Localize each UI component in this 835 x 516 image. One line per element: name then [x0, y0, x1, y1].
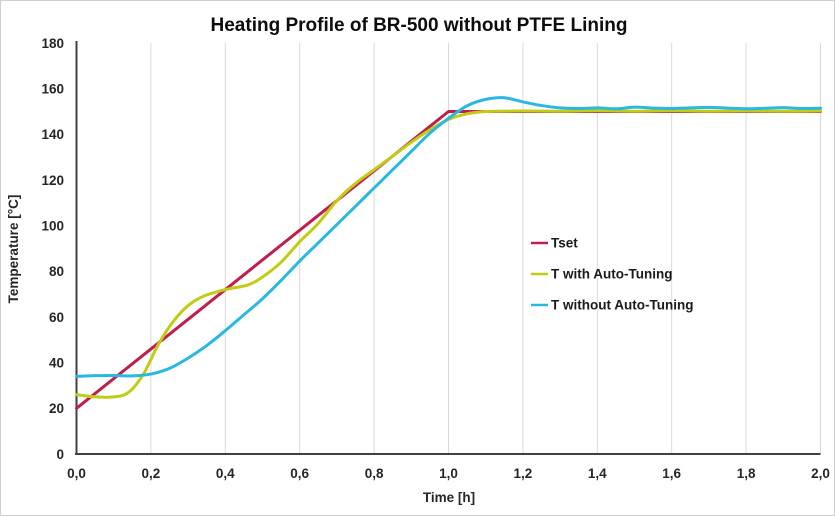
x-tick-label: 0,6: [290, 466, 309, 481]
gridlines: [150, 43, 821, 454]
legend-label-tset: Tset: [551, 236, 578, 251]
y-tick-label: 40: [49, 355, 64, 370]
x-tick-label: 1,8: [737, 466, 756, 481]
y-tick-label: 100: [41, 218, 64, 233]
legend-item-without-auto-tuning: T without Auto-Tuning: [531, 298, 693, 313]
y-tick-label: 80: [49, 264, 64, 279]
legend-item-with-auto-tuning: T with Auto-Tuning: [531, 267, 672, 282]
y-axis-title: Temperature [°C]: [6, 195, 21, 304]
y-tick-labels: 0 20 40 60 80 100 120 140 160 180: [41, 36, 64, 462]
chart-title: Heating Profile of BR-500 without PTFE L…: [211, 15, 628, 36]
x-tick-label: 0,8: [365, 466, 384, 481]
y-tick-label: 140: [41, 127, 64, 142]
y-tick-label: 0: [56, 447, 64, 462]
legend-label-without-auto-tuning: T without Auto-Tuning: [551, 298, 693, 313]
legend-label-with-auto-tuning: T with Auto-Tuning: [551, 267, 672, 282]
x-tick-label: 1,6: [662, 466, 681, 481]
series-line-t-without-auto-tuning: [75, 96, 822, 378]
x-tick-label: 2,0: [811, 466, 830, 481]
axes: [75, 41, 821, 455]
x-tick-label: 0,2: [142, 466, 161, 481]
x-tick-label: 1,4: [588, 466, 607, 481]
x-tick-label: 0,0: [67, 466, 86, 481]
legend-item-tset: Tset: [531, 236, 578, 251]
series-line-t-with-auto-tuning: [75, 109, 822, 399]
y-tick-label: 60: [49, 310, 64, 325]
y-tick-label: 160: [41, 81, 64, 96]
x-tick-label: 1,2: [514, 466, 533, 481]
y-tick-label: 180: [41, 36, 64, 51]
x-tick-label: 0,4: [216, 466, 235, 481]
x-tick-label: 1,0: [439, 466, 458, 481]
series-lines: [75, 96, 822, 410]
x-tick-labels: 0,0 0,2 0,4 0,6 0,8 1,0 1,2 1,4 1,6 1,8 2,0: [67, 466, 830, 481]
y-tick-label: 20: [49, 401, 64, 416]
y-tick-label: 120: [41, 173, 64, 188]
legend: Tset T with Auto-Tuning T without Auto-T…: [531, 236, 693, 313]
x-axis-title: Time [h]: [423, 490, 475, 505]
